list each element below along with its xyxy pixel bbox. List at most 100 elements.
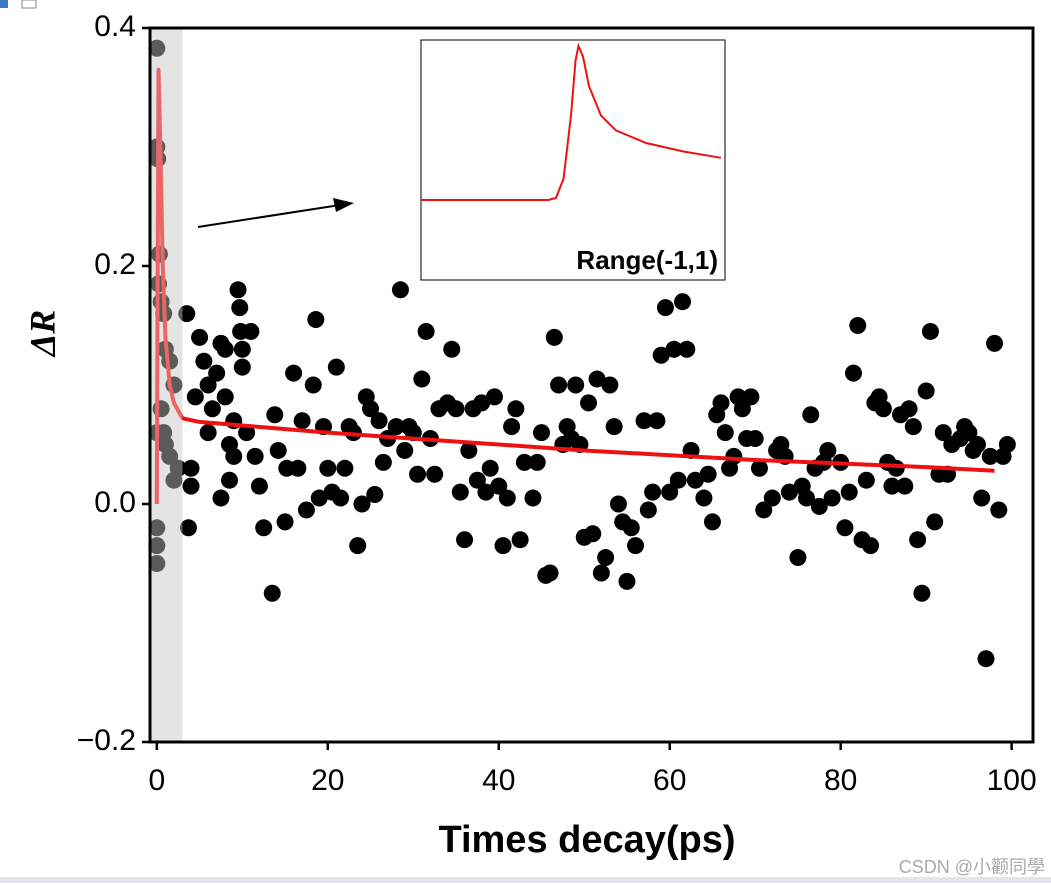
point (310, 489, 328, 507)
point (391, 281, 409, 299)
point (460, 441, 478, 459)
point (191, 328, 209, 346)
corner-icon (21, 0, 37, 9)
point (917, 382, 935, 400)
point (269, 441, 287, 459)
point (319, 459, 337, 477)
point (904, 418, 922, 436)
point (289, 459, 307, 477)
watermark: CSDN @小颧同學 (899, 857, 1045, 877)
point (182, 459, 200, 477)
point (366, 485, 384, 503)
point (746, 430, 764, 448)
arrow-head (333, 198, 354, 212)
point (148, 537, 166, 555)
corner-icon (0, 0, 8, 8)
point (797, 489, 815, 507)
point (524, 489, 542, 507)
point (148, 39, 166, 57)
point (494, 537, 512, 555)
point (896, 477, 914, 495)
point (609, 495, 627, 513)
plot: −0.2 0.0 0.2 0.4 0 20 40 60 80 100 (77, 10, 1037, 797)
point (699, 465, 717, 483)
point (490, 477, 508, 495)
point (592, 564, 610, 582)
y-tick-label: −0.2 (77, 724, 136, 757)
point (909, 531, 927, 549)
point (567, 376, 585, 394)
point (844, 364, 862, 382)
point (165, 471, 183, 489)
point (229, 281, 247, 299)
point (195, 352, 213, 370)
point (648, 412, 666, 430)
point (148, 519, 166, 537)
point (584, 525, 602, 543)
point (840, 483, 858, 501)
point (810, 497, 828, 515)
point (780, 483, 798, 501)
point (370, 412, 388, 430)
y-axis-label: ΔR (22, 310, 62, 359)
x-axis-label: Times decay(ps) (438, 819, 735, 861)
point (977, 650, 995, 668)
point (233, 340, 251, 358)
point (528, 453, 546, 471)
point (921, 322, 939, 340)
y-tick-label: 0.2 (94, 248, 136, 281)
point (665, 340, 683, 358)
point (515, 453, 533, 471)
point (644, 483, 662, 501)
point (823, 489, 841, 507)
x-tick-label: 60 (653, 764, 686, 797)
point (541, 564, 559, 582)
point (934, 424, 952, 442)
point (178, 305, 196, 323)
point (203, 400, 221, 418)
point (199, 376, 217, 394)
x-tick-label: 100 (987, 764, 1037, 797)
point (242, 322, 260, 340)
point (926, 513, 944, 531)
point (477, 483, 495, 501)
point (307, 311, 325, 329)
point (703, 513, 721, 531)
point (511, 531, 529, 549)
point (532, 424, 550, 442)
point (293, 412, 311, 430)
point (396, 441, 414, 459)
point (250, 477, 268, 495)
x-tick-label: 80 (824, 764, 857, 797)
point (883, 477, 901, 495)
point (635, 412, 653, 430)
point (652, 346, 670, 364)
point (887, 459, 905, 477)
point (285, 364, 303, 382)
point (686, 471, 704, 489)
point (186, 388, 204, 406)
point (550, 376, 568, 394)
point (447, 400, 465, 418)
point (981, 447, 999, 465)
point (802, 406, 820, 424)
point (750, 459, 768, 477)
point (716, 424, 734, 442)
point (199, 424, 217, 442)
point (336, 459, 354, 477)
point (485, 388, 503, 406)
point (733, 400, 751, 418)
point (468, 471, 486, 489)
point (507, 400, 525, 418)
point (409, 465, 427, 483)
point (597, 549, 615, 567)
point (580, 394, 598, 412)
x-tick-label: 20 (311, 764, 344, 797)
point (238, 424, 256, 442)
point (297, 501, 315, 519)
point (349, 537, 367, 555)
point (862, 537, 880, 555)
point (968, 436, 986, 453)
point (678, 340, 696, 358)
x-tick-label: 0 (148, 764, 165, 797)
